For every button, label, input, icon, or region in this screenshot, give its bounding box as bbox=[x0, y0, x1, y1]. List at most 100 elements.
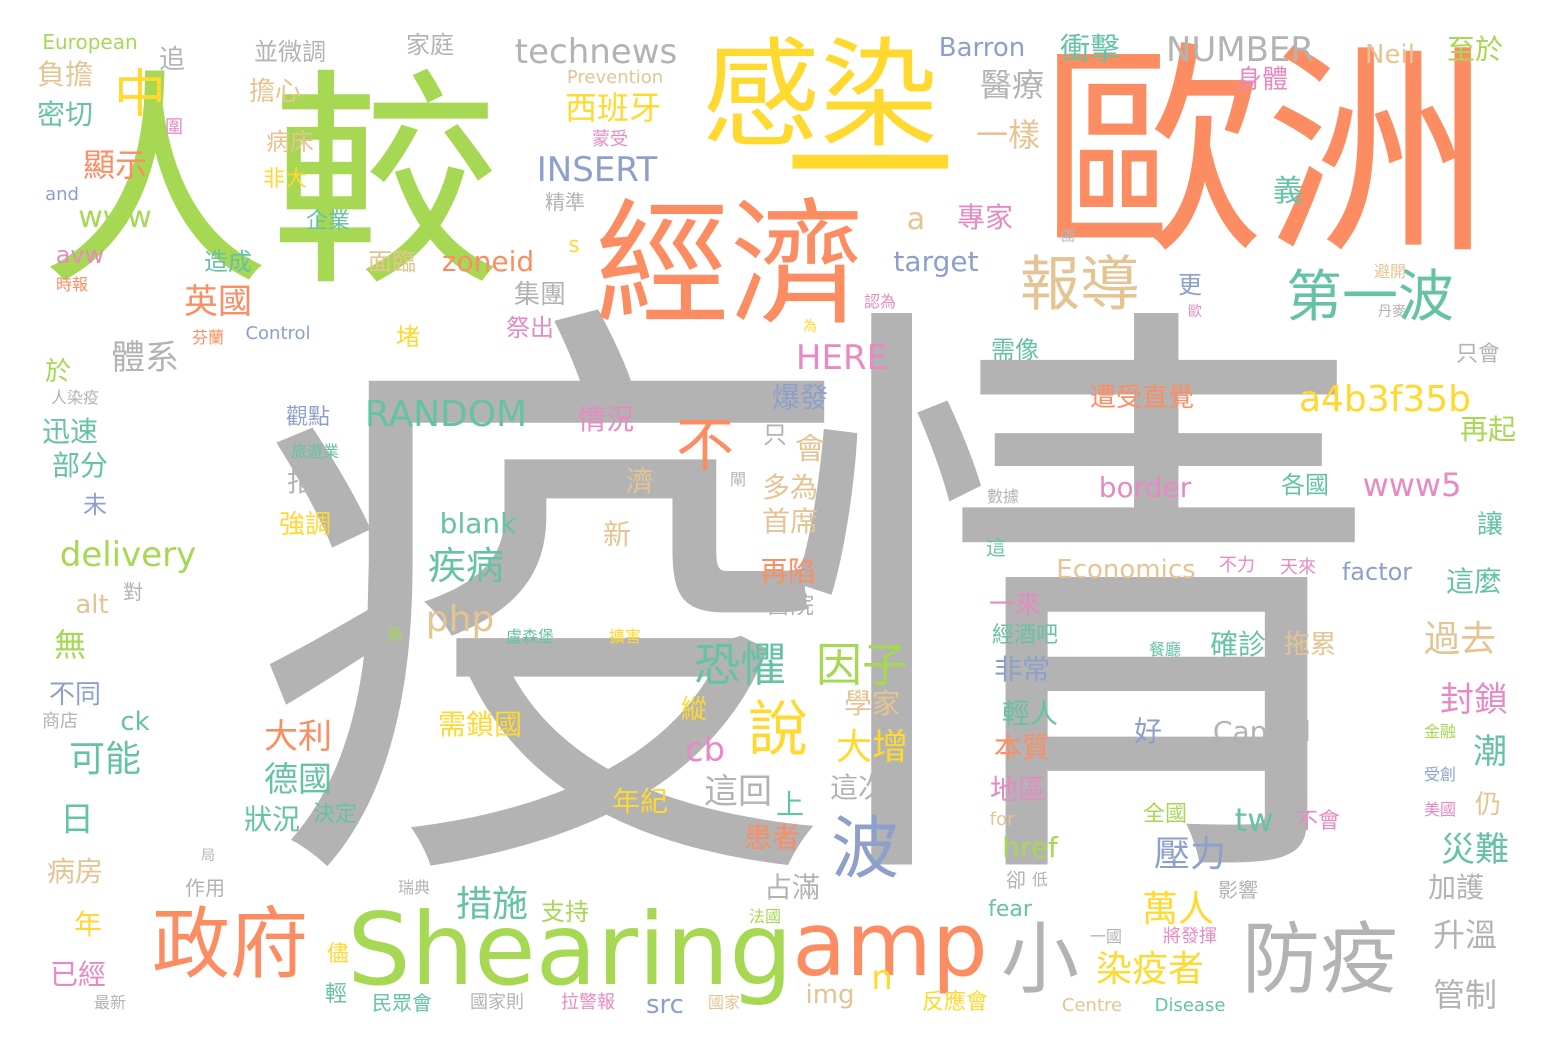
word-cb: cb bbox=[684, 730, 726, 770]
word-medical: 醫療 bbox=[979, 66, 1045, 104]
word-impact: 衝擊 bbox=[1060, 32, 1120, 67]
word-intensive: 加護 bbox=[1427, 871, 1485, 904]
word-chase: 追 bbox=[158, 45, 186, 75]
word-viewpoint: 觀點 bbox=[285, 405, 331, 430]
word-img: img bbox=[805, 980, 855, 1010]
word-damage: 擴害 bbox=[608, 627, 642, 646]
word-cause: 造成 bbox=[204, 248, 252, 276]
word-vertical: 縱 bbox=[680, 695, 708, 725]
word-shop: 商店 bbox=[42, 711, 78, 732]
word-insert: INSERT bbox=[536, 150, 658, 190]
word-face: 面臨 bbox=[368, 248, 416, 276]
word-public-will: 民眾會 bbox=[372, 991, 432, 1015]
word-href: href bbox=[1002, 831, 1058, 864]
word-latest: 最新 bbox=[93, 993, 127, 1012]
word-epidemic: 疫情 bbox=[250, 260, 1380, 959]
word-precise: 精準 bbox=[545, 190, 585, 214]
word-essence: 本質 bbox=[993, 731, 1051, 764]
word-restaurant: 餐廳 bbox=[1148, 640, 1182, 659]
word-effect: 作用 bbox=[185, 876, 225, 900]
word-lockdown: 封鎖 bbox=[1440, 680, 1508, 720]
word-body: 身體 bbox=[1235, 65, 1289, 95]
word-to: 對 bbox=[123, 580, 143, 604]
word-rapid: 迅速 bbox=[41, 415, 99, 448]
word-support: 支持 bbox=[541, 898, 589, 926]
word-measures: 措施 bbox=[455, 884, 529, 925]
word-more: 更 bbox=[1178, 271, 1202, 299]
word-not: 不 bbox=[675, 411, 735, 479]
word-chief: 首席 bbox=[761, 505, 819, 538]
word-france: 法國 bbox=[748, 907, 782, 926]
word-at: 於 bbox=[44, 357, 72, 387]
word-times: 時報 bbox=[55, 275, 89, 294]
word-government: 政府 bbox=[151, 900, 309, 990]
word-www5: www5 bbox=[1362, 466, 1462, 504]
word-warming: 升溫 bbox=[1432, 916, 1498, 954]
word-capitol: Capitol bbox=[1212, 715, 1312, 748]
word-number: NUMBER bbox=[1165, 30, 1315, 70]
word-occupy: 占滿 bbox=[763, 871, 821, 904]
word-tourism: 旅遊業 bbox=[290, 442, 340, 461]
word-amp: amp bbox=[792, 893, 988, 996]
word-s: s bbox=[568, 233, 580, 258]
word-system: 體系 bbox=[111, 338, 179, 378]
word-emphasize: 強調 bbox=[278, 510, 332, 540]
word-very: 非常 bbox=[993, 653, 1051, 686]
word-infected-people: 人染疫 bbox=[50, 388, 100, 407]
word-none: 無 bbox=[53, 626, 87, 664]
word-rise-again: 再起 bbox=[1459, 413, 1517, 446]
word-for: for bbox=[989, 809, 1015, 830]
word-delivery: delivery bbox=[59, 535, 197, 575]
word-control: Control bbox=[245, 323, 311, 344]
word-low: 低 bbox=[1031, 870, 1049, 889]
word-ineffective: 不力 bbox=[1219, 555, 1255, 576]
word-alt: alt bbox=[75, 590, 109, 620]
word-enterprise: 企業 bbox=[305, 209, 351, 234]
word-only: 只 bbox=[763, 421, 787, 449]
word-blank: blank bbox=[439, 507, 517, 540]
word-country: 國家 bbox=[707, 993, 741, 1012]
word-fear: 恐懼 bbox=[694, 638, 786, 692]
word-nationwide: 全國 bbox=[1142, 802, 1188, 827]
word-wave: 波 bbox=[830, 810, 900, 889]
word-close: 密切 bbox=[36, 98, 94, 131]
word-small: 小 bbox=[1000, 915, 1080, 1005]
word-ten-thousand: 萬人 bbox=[1141, 889, 1215, 930]
word-meaning: 義 bbox=[1273, 174, 1303, 209]
word-zoneid: zoneid bbox=[441, 245, 535, 278]
word-part: 部分 bbox=[51, 449, 109, 482]
word-expert: 專家 bbox=[956, 201, 1014, 234]
word-www: www bbox=[78, 200, 152, 235]
word-group: 集團 bbox=[513, 280, 567, 310]
word-avoid: 避開 bbox=[1373, 262, 1407, 281]
word-show: 顯示 bbox=[82, 146, 148, 184]
word-days: 天來 bbox=[1280, 557, 1316, 578]
word-neil: Neil bbox=[1365, 40, 1415, 70]
word-factor-zh: 因子 bbox=[816, 638, 908, 692]
word-usa: 美國 bbox=[1423, 800, 1457, 819]
word-pressure: 壓力 bbox=[1153, 834, 1227, 875]
word-people-more: 人較 bbox=[39, 51, 501, 318]
word-country-then: 國家則 bbox=[470, 992, 524, 1013]
word-patient: 患者 bbox=[743, 821, 801, 854]
word-day: 日 bbox=[60, 800, 94, 840]
word-european: European bbox=[42, 30, 138, 54]
word-data: 數據 bbox=[986, 487, 1020, 506]
word-lockdown-needed: 需鎖國 bbox=[437, 708, 523, 741]
word-infected: 染疫者 bbox=[1095, 949, 1205, 990]
word-tide: 潮 bbox=[1473, 732, 1507, 772]
word-uk: 英國 bbox=[184, 282, 252, 322]
word-prevention-zh: 防疫 bbox=[1241, 915, 1399, 1005]
word-react: 反應會 bbox=[921, 990, 989, 1015]
word-economics: Economics bbox=[1056, 555, 1196, 585]
word-barron: Barron bbox=[938, 33, 1026, 63]
word-as-for: 至於 bbox=[1446, 33, 1504, 66]
word-control-zh: 管制 bbox=[1432, 976, 1498, 1014]
word-disease-en: Disease bbox=[1154, 995, 1226, 1016]
word-family: 家庭 bbox=[406, 31, 454, 59]
word-situation: 情況 bbox=[577, 403, 635, 436]
word-italy: 大利 bbox=[264, 717, 332, 757]
word-launch: 祭出 bbox=[506, 314, 554, 342]
word-consider: 認為 bbox=[863, 292, 897, 311]
